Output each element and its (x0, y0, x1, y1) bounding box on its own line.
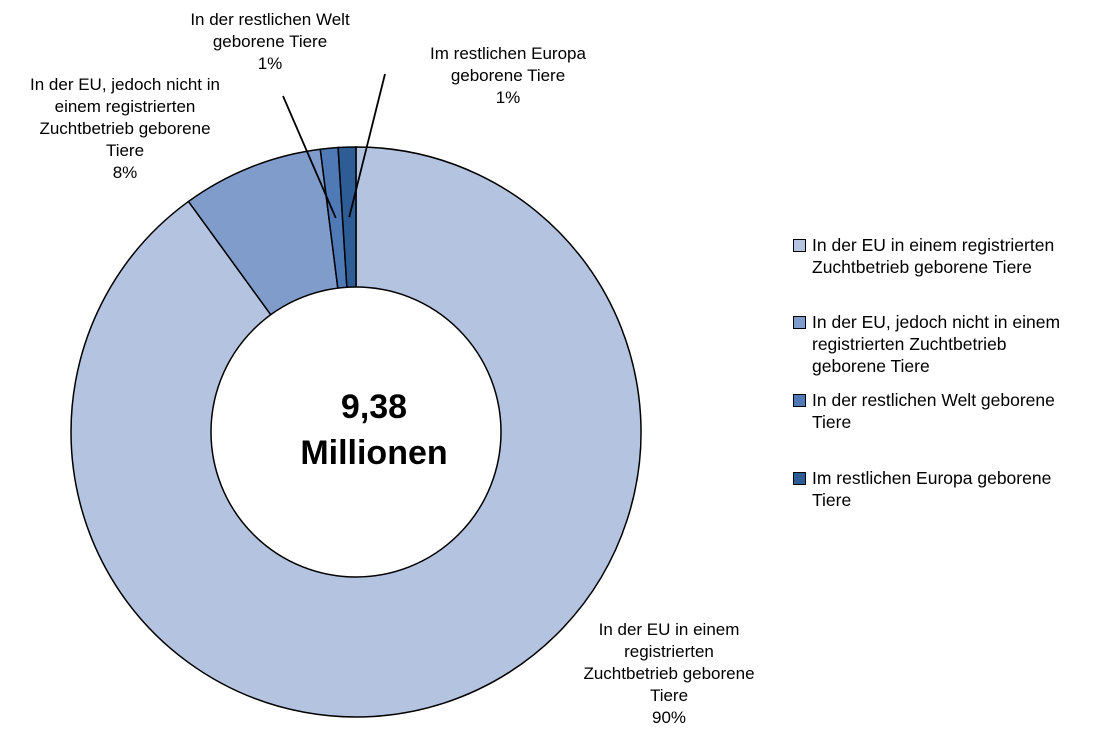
leader-lines (282, 73, 386, 219)
data-label-line: registrierten (624, 642, 714, 661)
data-label-line: Tiere (650, 686, 688, 705)
legend-label-line: geborene Tiere (812, 356, 930, 376)
data-label-line: 8% (113, 163, 138, 182)
legend-label: In der EU in einem registrierten Zuchtbet… (812, 234, 1054, 278)
center-unit: Millionen (300, 434, 447, 472)
data-label-line: Zuchtbetrieb geborene (583, 664, 754, 683)
legend-label-line: registrierten Zuchtbetrieb (812, 334, 1007, 354)
data-label-in-der-eu-in-einem-registrierten-zuchtbetrieb-geborene-tiere: In der EU in einem registrierten Zuchtbetr… (583, 620, 754, 727)
legend-swatch (793, 316, 806, 329)
data-label-line: 1% (258, 54, 283, 73)
data-label-line: In der EU in einem (599, 620, 740, 639)
data-label-line: 1% (496, 88, 521, 107)
leader-line-in-der-restlichen-welt-geborene-tiere (282, 95, 337, 219)
data-label-in-der-restlichen-welt-geborene-tiere: In der restlichen Welt geborene Tiere 1% (190, 10, 350, 73)
legend-item-in-der-restlichen-welt-geborene-tiere: In der restlichen Welt geborene Tiere (793, 389, 1055, 433)
data-label-line: Tiere (106, 141, 144, 160)
data-label-line: einem registrierten (55, 97, 196, 116)
center-value: 9,38 (341, 388, 407, 426)
legend-item-in-der-eu-in-einem-registrierten-zuchtbetrieb-geborene-tiere: In der EU in einem registrierten Zuchtbet… (793, 234, 1054, 278)
legend-swatch (793, 472, 806, 485)
leader-line-im-restlichen-europa-geborene-tiere (348, 73, 386, 218)
data-label-line: Zuchtbetrieb geborene (39, 119, 210, 138)
data-label-line: Im restlichen Europa (430, 44, 586, 63)
data-label-im-restlichen-europa-geborene-tiere: Im restlichen Europa geborene Tiere 1% (430, 44, 586, 107)
legend-label-line: Im restlichen Europa geborene (812, 468, 1052, 488)
legend-label-line: In der restlichen Welt geborene (812, 390, 1055, 410)
data-labels: In der EU in einem registrierten Zuchtbetr… (30, 10, 755, 727)
legend-label-line: Zuchtbetrieb geborene Tiere (812, 257, 1032, 277)
data-label-line: In der restlichen Welt (190, 10, 350, 29)
legend-label: In der restlichen Welt geborene Tiere (812, 389, 1055, 433)
data-label-line: geborene Tiere (213, 32, 327, 51)
legend-swatch (793, 394, 806, 407)
legend-label-line: Tiere (812, 412, 852, 432)
data-label-line: 90% (652, 708, 686, 727)
legend-label-line: In der EU, jedoch nicht in einem (812, 312, 1061, 332)
legend-swatch (793, 239, 806, 252)
legend-item-in-der-eu-jedoch-nicht-in-einem-registrierten-zuchtbetrieb-geborene-tiere: In der EU, jedoch nicht in einem registri… (793, 311, 1060, 377)
legend-label: Im restlichen Europa geborene Tiere (812, 467, 1051, 511)
legend-label-line: In der EU in einem registrierten (812, 235, 1055, 255)
donut-hole (210, 286, 502, 578)
legend-label: In der EU, jedoch nicht in einem registri… (812, 311, 1060, 377)
data-label-line: In der EU, jedoch nicht in (30, 75, 220, 94)
legend-label-line: Tiere (812, 490, 852, 510)
data-label-in-der-eu-jedoch-nicht-in-einem-registrierten-zuchtbetrieb-geborene-tiere: In der EU, jedoch nicht in einem registri… (30, 75, 220, 182)
data-label-line: geborene Tiere (451, 66, 565, 85)
legend-item-im-restlichen-europa-geborene-tiere: Im restlichen Europa geborene Tiere (793, 467, 1051, 511)
